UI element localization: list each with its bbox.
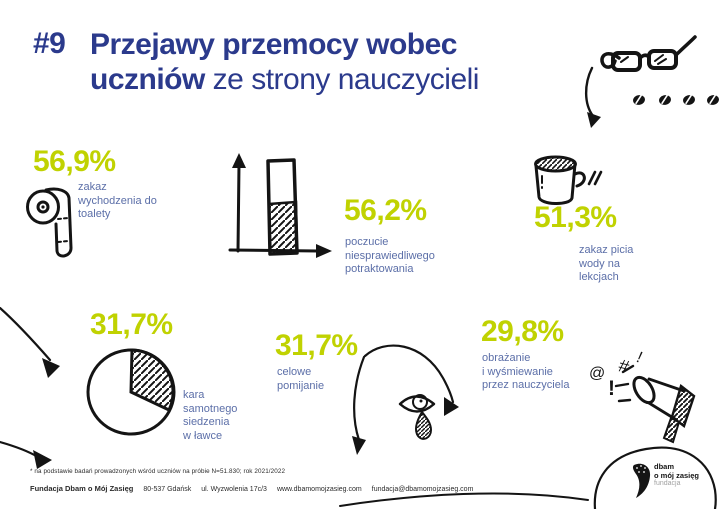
arrow-to-pie-icon bbox=[0, 306, 60, 378]
foundation-logo-icon bbox=[632, 463, 651, 498]
logo-line2: o mój zasięg bbox=[654, 470, 700, 480]
symbol-exclaim-2: ! bbox=[634, 349, 645, 366]
org-name: Fundacja Dbam o Mój Zasięg bbox=[30, 484, 134, 493]
bar-chart-icon bbox=[228, 153, 332, 258]
stat-label-toilet: zakaz wychodzenia do toalety bbox=[78, 181, 157, 220]
org-street: ul. Wyzwolenia 17c/3 bbox=[201, 486, 267, 493]
mug-icon bbox=[534, 155, 603, 205]
title-line1: Przejawy przemocy wobec bbox=[90, 28, 458, 61]
scribble-dots-icon bbox=[633, 93, 719, 105]
toilet-paper-icon bbox=[26, 187, 73, 258]
arrow-down-icon bbox=[584, 66, 601, 128]
symbol-hash: # bbox=[617, 355, 632, 377]
eye-tear-icon bbox=[352, 344, 459, 455]
stat-label-mock: obrażanie i wyśmiewanie przez nauczyciel… bbox=[482, 352, 570, 391]
stat-value-toilet: 56,9% bbox=[33, 145, 116, 178]
blob-circle-icon bbox=[339, 446, 717, 509]
footer-contact-row: Fundacja Dbam o Mój Zasięg 80-537 Gdańsk… bbox=[30, 484, 473, 493]
arrow-bottom-left-icon bbox=[0, 440, 52, 469]
page-title: Przejawy przemocy wobec uczniów ze stron… bbox=[90, 27, 590, 97]
org-website: www.dbamomojzasieg.com bbox=[276, 486, 362, 493]
org-postcode: 80-537 Gdańsk bbox=[143, 486, 192, 493]
poster-number: #9 bbox=[33, 27, 66, 60]
org-email: fundacja@dbamomojzasieg.com bbox=[371, 486, 474, 493]
foundation-logo-text: dbam o mój zasięg fundacja bbox=[654, 462, 700, 489]
logo-line3: fundacja bbox=[654, 480, 681, 487]
footnote: * na podstawie badań prowadzonych wśród … bbox=[30, 468, 286, 475]
pie-chart-icon bbox=[86, 348, 176, 436]
stat-value-water: 51,3% bbox=[534, 201, 617, 234]
stat-value-skip: 31,7% bbox=[275, 329, 358, 362]
megaphone-icon: @ ! # ! bbox=[589, 349, 696, 444]
stat-value-bench: 31,7% bbox=[90, 308, 173, 341]
symbol-at: @ bbox=[589, 365, 605, 382]
logo-line1: dbam bbox=[654, 462, 675, 471]
stat-label-skip: celowe pomijanie bbox=[277, 366, 325, 392]
title-line2-bold: uczniów bbox=[90, 63, 205, 96]
title-line2-rest: ze strony nauczycieli bbox=[204, 63, 480, 96]
stat-label-water: zakaz picia wody na lekcjach bbox=[579, 244, 634, 283]
stat-value-unfair: 56,2% bbox=[344, 194, 427, 227]
stat-value-mock: 29,8% bbox=[481, 315, 564, 348]
symbol-exclaim-1: ! bbox=[608, 377, 615, 400]
double-slash-mark bbox=[587, 170, 603, 186]
glasses-icon bbox=[600, 35, 697, 72]
stat-label-bench: kara samotnego siedzenia w ławce bbox=[183, 389, 238, 442]
stat-label-unfair: poczucie niesprawiedliwego potraktowania bbox=[345, 236, 435, 275]
